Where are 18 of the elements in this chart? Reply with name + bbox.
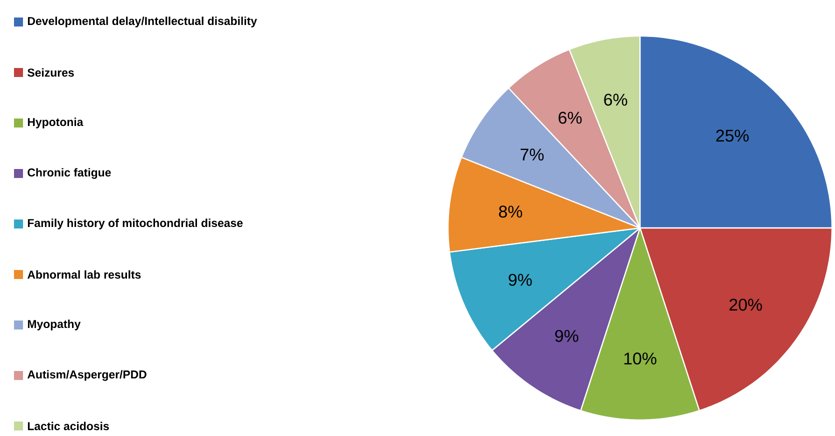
data-label: 8% xyxy=(498,206,522,218)
data-label: 7% xyxy=(520,148,544,161)
data-label: 6% xyxy=(604,94,628,106)
data-label: 10% xyxy=(624,352,656,365)
data-label: 9% xyxy=(508,274,532,286)
legend-label: Myopathy xyxy=(28,320,81,330)
legend-label: Developmental delay/Intellectual disability xyxy=(28,16,257,28)
legend-label: Seizures xyxy=(28,68,74,77)
data-label: 6% xyxy=(558,112,582,124)
legend-label: Autism/Asperger/PDD xyxy=(27,370,146,381)
data-label: 9% xyxy=(555,330,578,342)
legend-label: Family history of mitochondrial disease xyxy=(28,218,243,230)
legend-label: Chronic fatigue xyxy=(28,168,111,179)
legend-label: Hypotonia xyxy=(28,118,84,128)
legend-label: Abnormal lab results xyxy=(27,270,141,279)
data-label: 20% xyxy=(730,298,762,311)
data-label: 25% xyxy=(716,130,749,142)
legend-label: Lactic acidosis xyxy=(28,422,109,430)
